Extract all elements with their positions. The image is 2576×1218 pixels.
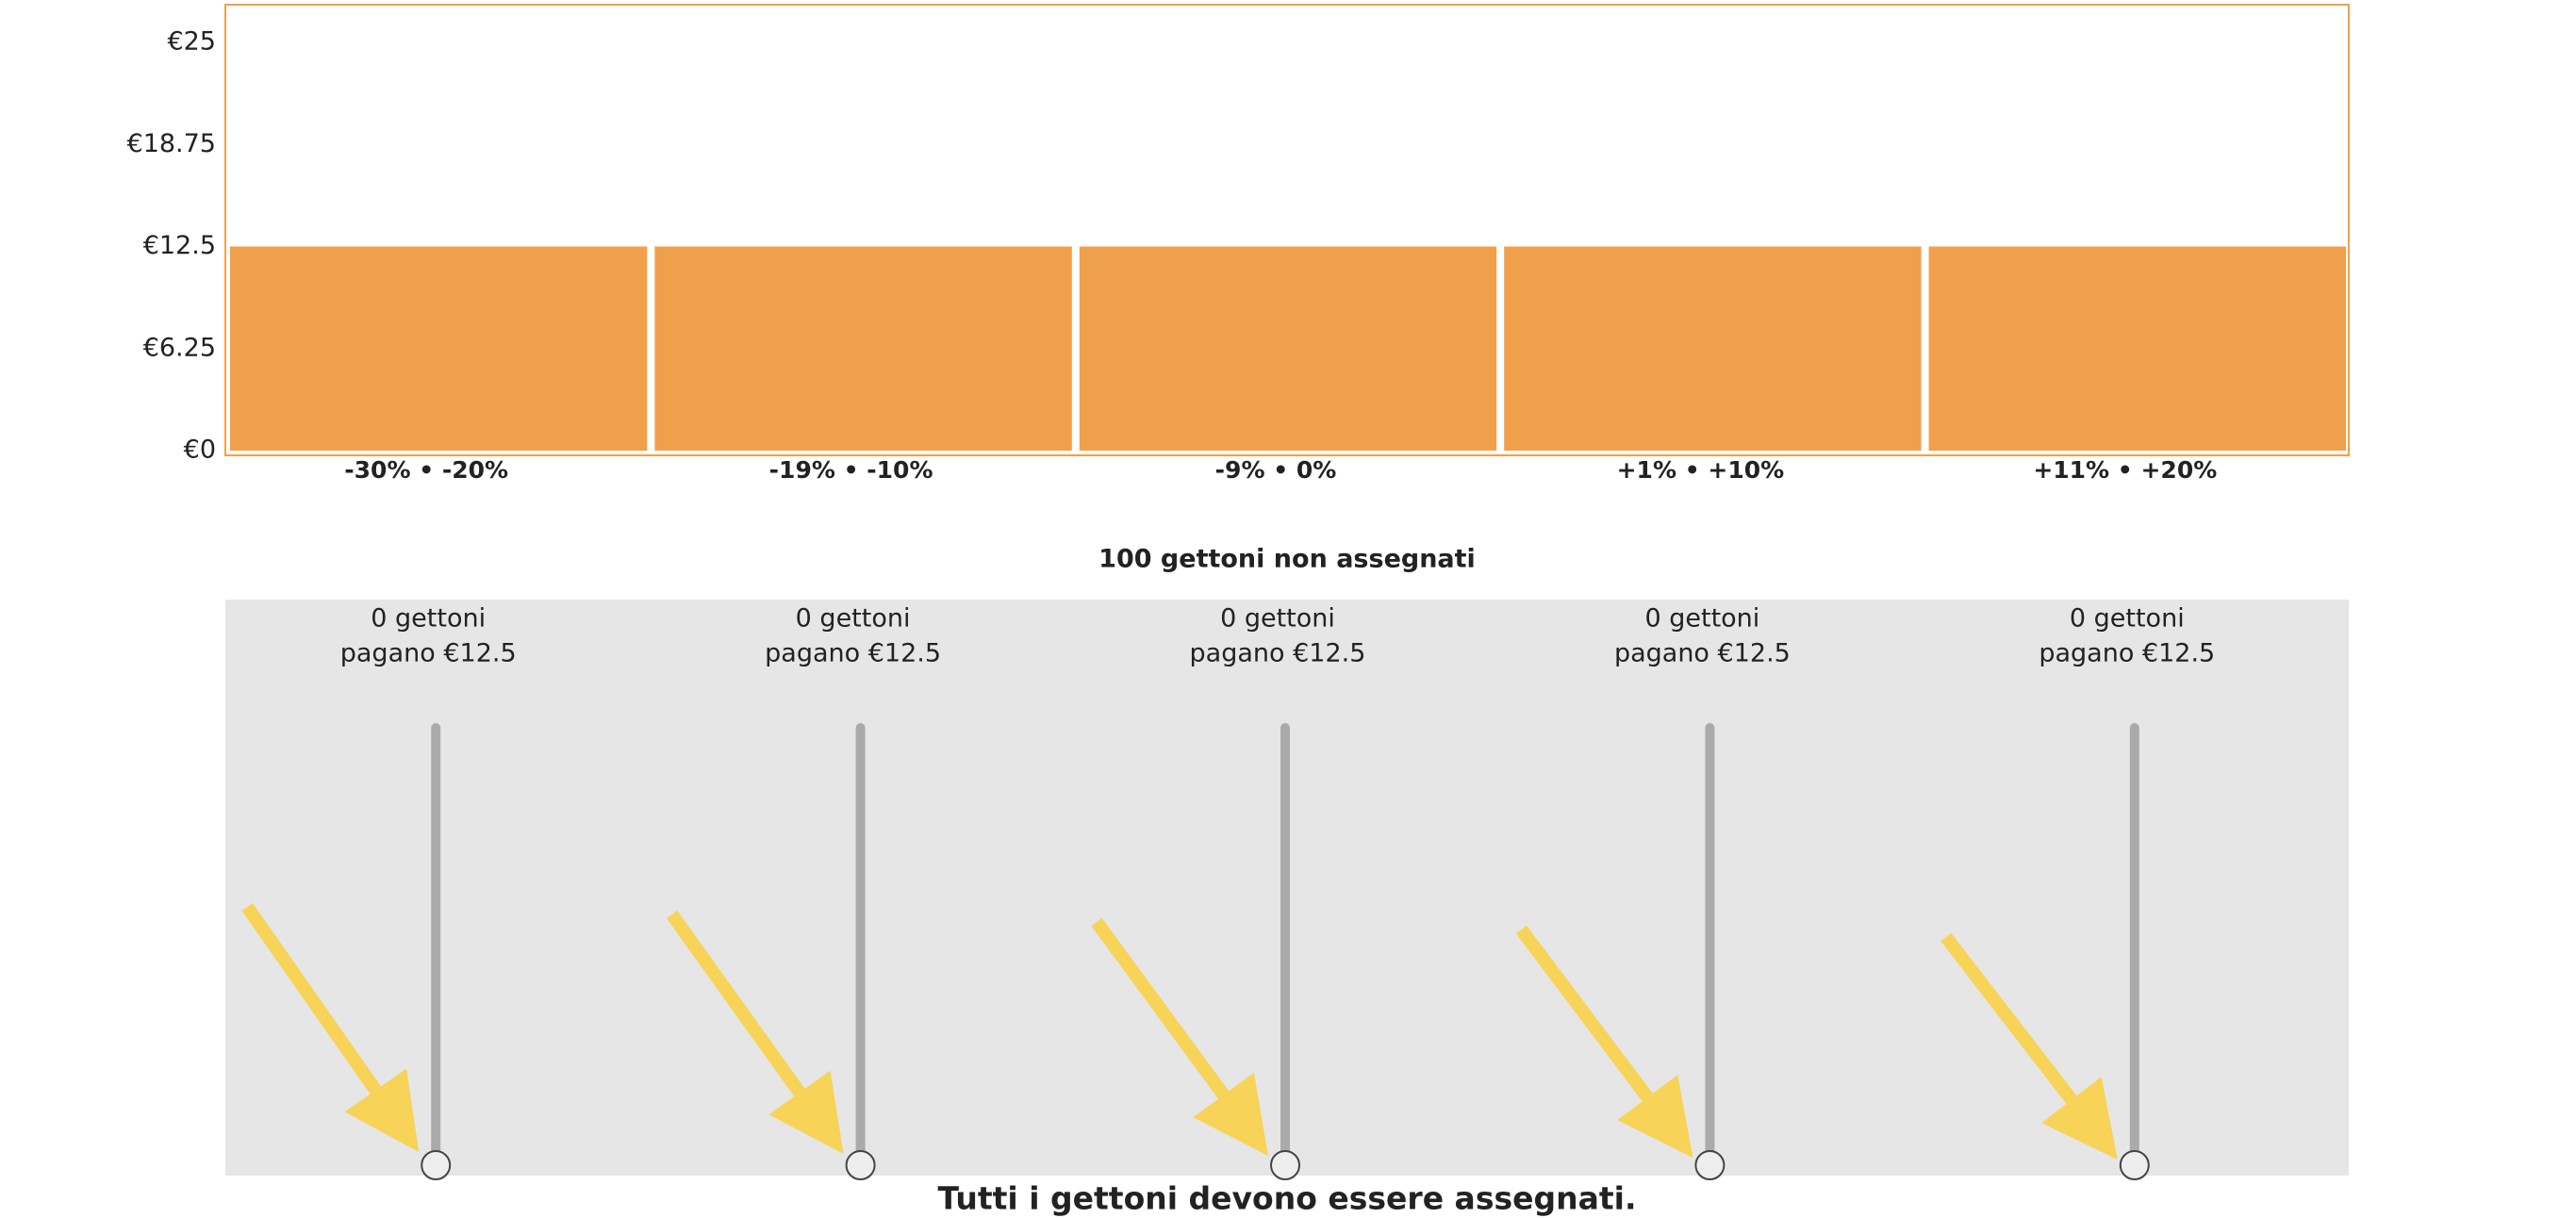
x-tick-label: -30% • -20% — [344, 456, 508, 484]
x-tick-label: -9% • 0% — [1215, 456, 1337, 484]
bar — [230, 246, 648, 451]
slider-thumb[interactable] — [421, 1150, 452, 1180]
y-tick-label: €18.75 — [127, 129, 216, 158]
slider-tokens: 0 gettoni — [371, 604, 486, 634]
footer-message: Tutti i gettoni devono essere assegnati. — [937, 1180, 1636, 1217]
slider-tokens: 0 gettoni — [1644, 604, 1759, 634]
y-tick-label: €6.25 — [143, 333, 216, 362]
bar — [1079, 246, 1497, 451]
slider-thumb[interactable] — [2119, 1150, 2150, 1180]
bar — [1928, 246, 2346, 451]
slider-payout: pagano €12.5 — [340, 639, 517, 668]
bar — [654, 246, 1072, 451]
y-tick-label: €0 — [184, 436, 216, 465]
bar — [1504, 246, 1922, 451]
slider-payout: pagano €12.5 — [765, 639, 941, 668]
slider-payout: pagano €12.5 — [1190, 639, 1366, 668]
slider-tokens: 0 gettoni — [1220, 604, 1335, 634]
x-tick-label: +11% • +20% — [2033, 456, 2217, 484]
slider-thumb[interactable] — [845, 1150, 876, 1180]
chart-frame — [224, 4, 2350, 456]
slider-payout: pagano €12.5 — [1614, 639, 1791, 668]
slider-thumb[interactable] — [1270, 1150, 1300, 1180]
slider-thumb[interactable] — [1694, 1150, 1726, 1180]
status-text: 100 gettoni non assegnati — [1098, 545, 1476, 574]
hint-arrow-head — [344, 1068, 420, 1152]
y-tick-label: €12.5 — [143, 231, 216, 260]
x-tick-label: -19% • -10% — [769, 456, 933, 484]
slider-tokens: 0 gettoni — [2070, 604, 2185, 634]
y-tick-label: €25 — [167, 27, 216, 57]
hint-arrow-head — [1193, 1072, 1268, 1156]
hint-arrow-shaft — [666, 910, 805, 1097]
x-tick-label: +1% • +10% — [1617, 456, 1785, 484]
slider-payout: pagano €12.5 — [2039, 639, 2215, 668]
hint-arrow-head — [1617, 1075, 1693, 1158]
hint-arrow-shaft — [1515, 925, 1653, 1102]
hint-arrow-head — [768, 1070, 844, 1154]
hint-arrow-shaft — [1940, 932, 2077, 1104]
hint-arrow-head — [2041, 1077, 2118, 1160]
hint-arrow-shaft — [1091, 917, 1230, 1099]
hint-arrow-shaft — [241, 902, 382, 1095]
slider-tokens: 0 gettoni — [796, 604, 911, 634]
